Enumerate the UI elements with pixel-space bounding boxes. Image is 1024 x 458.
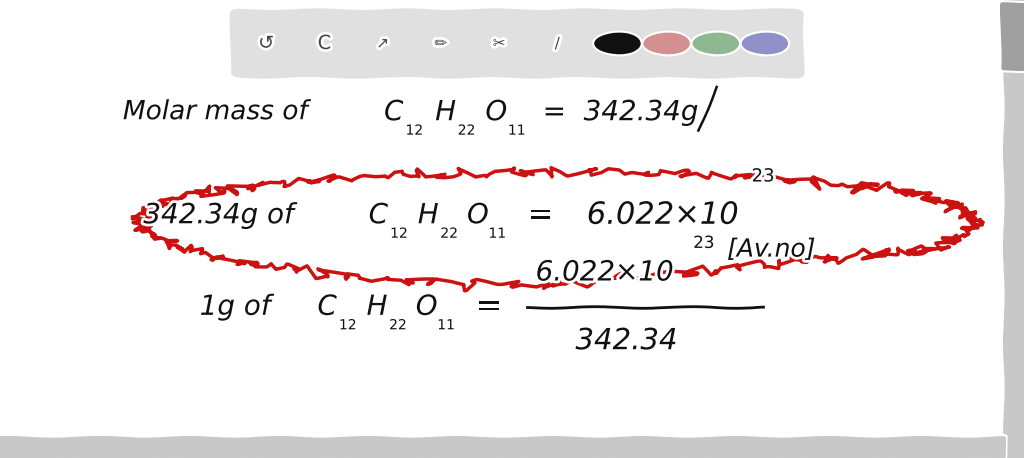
FancyBboxPatch shape xyxy=(230,9,804,78)
Text: A: A xyxy=(610,36,621,51)
Text: =  342.34g: = 342.34g xyxy=(543,98,698,126)
Text: =: = xyxy=(476,292,502,322)
Text: 12: 12 xyxy=(406,124,423,138)
Text: Molar mass of: Molar mass of xyxy=(123,99,307,125)
Text: 342.34g of: 342.34g of xyxy=(143,201,294,229)
Text: 342.34: 342.34 xyxy=(575,327,677,355)
Text: 12: 12 xyxy=(390,227,408,241)
Text: O: O xyxy=(467,201,488,229)
Text: 11: 11 xyxy=(508,124,525,138)
Text: ↗: ↗ xyxy=(376,36,389,51)
Text: 23: 23 xyxy=(693,234,715,252)
Text: C: C xyxy=(384,98,403,126)
Text: 11: 11 xyxy=(437,318,455,333)
Text: 11: 11 xyxy=(488,227,506,241)
Text: 22: 22 xyxy=(389,318,407,333)
Text: 22: 22 xyxy=(458,124,475,138)
Text: [Av.no]: [Av.no] xyxy=(727,238,815,262)
Text: =: = xyxy=(527,201,553,230)
Text: 1g of: 1g of xyxy=(200,293,270,321)
Bar xyxy=(1004,0,1024,458)
Circle shape xyxy=(692,33,737,54)
Text: /: / xyxy=(555,36,560,51)
Text: O: O xyxy=(485,98,507,126)
Text: C: C xyxy=(317,34,331,53)
Text: 🖼: 🖼 xyxy=(669,36,678,51)
Text: 23: 23 xyxy=(752,168,774,185)
Text: H: H xyxy=(435,98,456,126)
Circle shape xyxy=(643,33,688,54)
Text: H: H xyxy=(418,201,438,229)
Text: ✏: ✏ xyxy=(434,36,447,51)
Text: 6.022×10: 6.022×10 xyxy=(587,201,738,230)
Text: ✂: ✂ xyxy=(493,36,506,51)
FancyBboxPatch shape xyxy=(1001,4,1024,70)
Bar xyxy=(0,437,1004,458)
Text: 12: 12 xyxy=(339,318,356,333)
Text: H: H xyxy=(367,293,387,321)
Text: C: C xyxy=(369,201,388,229)
Text: O: O xyxy=(416,293,437,321)
Text: 6.022×10: 6.022×10 xyxy=(536,258,674,287)
Circle shape xyxy=(594,33,639,54)
Text: 22: 22 xyxy=(440,227,458,241)
Text: C: C xyxy=(317,293,337,321)
Circle shape xyxy=(741,33,786,54)
Text: ↺: ↺ xyxy=(258,34,274,53)
